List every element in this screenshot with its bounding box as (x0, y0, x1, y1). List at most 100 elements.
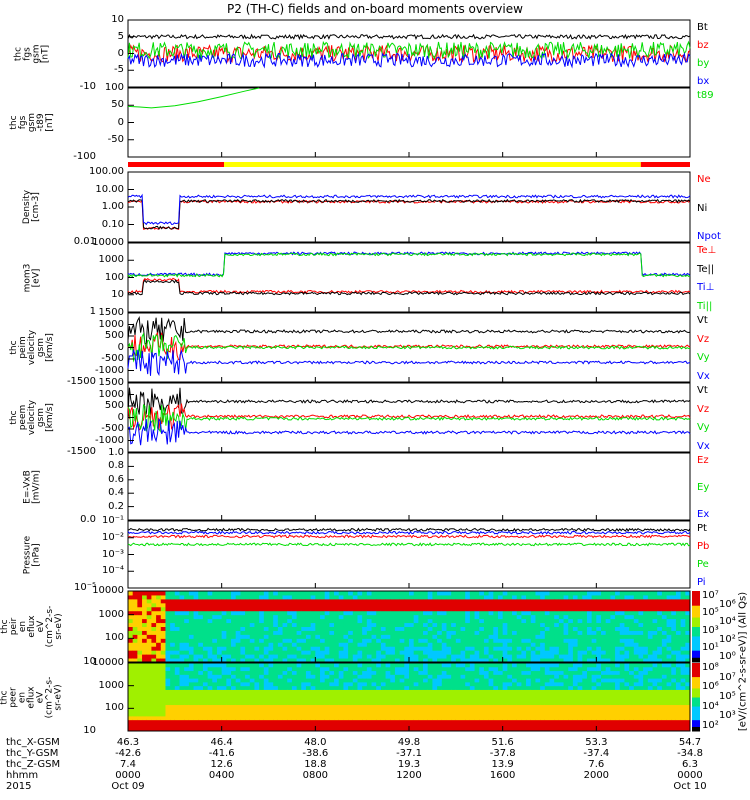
spectrogram-cell (338, 630, 344, 635)
spectrogram-cell (577, 681, 583, 687)
colorbar-cell (692, 626, 700, 630)
spectrogram-cell (259, 689, 265, 694)
spectrogram-cell (446, 622, 452, 627)
spectrogram-cell (680, 638, 686, 643)
spectrogram-cell (474, 689, 480, 694)
spectrogram-cell (277, 654, 284, 659)
spectrogram-cell (156, 663, 162, 668)
spectrogram-cell (385, 681, 391, 687)
spectrogram-cell (638, 712, 644, 717)
spectrogram-cell (310, 674, 316, 679)
spectrogram-cell (151, 622, 157, 627)
spectrogram-cell (507, 658, 513, 663)
spectrogram-cell (170, 666, 176, 672)
spectrogram-cell (291, 697, 298, 702)
spectrogram-cell (146, 598, 152, 604)
spectrogram-cell (596, 622, 602, 627)
spectrogram-cell (128, 685, 134, 690)
spectrogram-cell (259, 708, 265, 713)
spectrogram-cell (376, 634, 382, 639)
spectrogram-cell (530, 689, 536, 694)
spectrogram-cell (259, 642, 265, 647)
x-tick-label: 0000 (115, 770, 141, 781)
spectrogram-cell (582, 630, 588, 635)
spectrogram-cell (184, 697, 190, 702)
spectrogram-cell (146, 634, 152, 639)
spectrogram-cell (572, 719, 579, 724)
spectrogram-cell (586, 626, 593, 631)
spectrogram-cell (437, 650, 443, 655)
spectrogram-cell (572, 594, 579, 600)
spectrogram-cell (535, 606, 541, 612)
spectrogram-cell (315, 598, 321, 604)
spectrogram-cell (507, 642, 513, 647)
spectrogram-cell (179, 689, 185, 694)
spectrogram-cell (216, 610, 223, 616)
spectrogram-cell (343, 591, 349, 596)
spectrogram-cell (273, 606, 279, 612)
spectrogram-cell (305, 678, 312, 683)
spectrogram-cell (273, 723, 279, 728)
spectrogram-cell (216, 678, 223, 683)
spectrogram-cell (675, 658, 682, 663)
spectrogram-cell (643, 727, 649, 732)
spectrogram-cell (174, 712, 181, 717)
spectrogram-cell (263, 723, 269, 728)
spectrogram-cell (423, 670, 429, 675)
spectrogram-cell (661, 723, 668, 728)
spectrogram-cell (605, 610, 611, 616)
spectrogram-cell (521, 610, 527, 616)
spectrogram-cell (512, 650, 518, 655)
spectrogram-cell (240, 697, 246, 702)
spectrogram-cell (301, 666, 307, 672)
spectrogram-cell (254, 626, 260, 631)
spectrogram-cell (156, 704, 162, 709)
spectrogram-cell (638, 654, 644, 659)
spectrogram-cell (137, 622, 143, 627)
spectrogram-cell (394, 650, 401, 655)
spectrogram-cell (235, 598, 241, 604)
spectrogram-cell (371, 723, 377, 728)
spectrogram-cell (409, 614, 415, 620)
y-tick-label: 0.4 (108, 487, 124, 499)
spectrogram-cell (277, 614, 284, 620)
spectrogram-cell (216, 634, 223, 639)
spectrogram-cell (240, 654, 246, 659)
spectrogram-cell (647, 594, 654, 600)
spectrogram-cell (165, 658, 171, 663)
spectrogram-cell (371, 689, 377, 694)
spectrogram-cell (146, 650, 152, 655)
spectrogram-cell (563, 622, 569, 627)
spectrogram-cell (226, 626, 232, 631)
spectrogram-cell (544, 670, 550, 675)
spectrogram-cell (334, 727, 340, 732)
spectrogram-cell (324, 663, 330, 668)
spectrogram-cell (643, 650, 649, 655)
spectrogram-cell (586, 723, 593, 728)
spectrogram-cell (212, 685, 218, 690)
spectrogram-cell (549, 700, 555, 706)
y-tick-label: -1500 (66, 446, 96, 457)
spectrogram-cell (301, 727, 307, 732)
spectrogram-cell (554, 606, 560, 612)
spectrogram-cell (179, 719, 185, 724)
spectrogram-cell (128, 670, 134, 675)
spectrogram-cell (615, 626, 621, 631)
spectrogram-cell (160, 697, 166, 702)
spectrogram-cell (277, 689, 284, 694)
spectrogram-cell (432, 610, 438, 616)
spectrogram-cell (605, 697, 611, 702)
spectrogram-cell (184, 626, 190, 631)
spectrogram-cell (142, 630, 148, 635)
spectrogram-cell (357, 630, 363, 635)
spectrogram-cell (615, 606, 621, 612)
spectrogram-cell (296, 712, 302, 717)
spectrogram-cell (455, 685, 462, 690)
spectrogram-cell (310, 663, 316, 668)
spectrogram-cell (685, 650, 691, 655)
spectrogram-cell (554, 708, 560, 713)
spectrogram-cell (409, 646, 415, 651)
spectrogram-cell (427, 663, 433, 668)
spectrogram-cell (380, 602, 387, 608)
y-tick-label: -500 (101, 353, 124, 364)
